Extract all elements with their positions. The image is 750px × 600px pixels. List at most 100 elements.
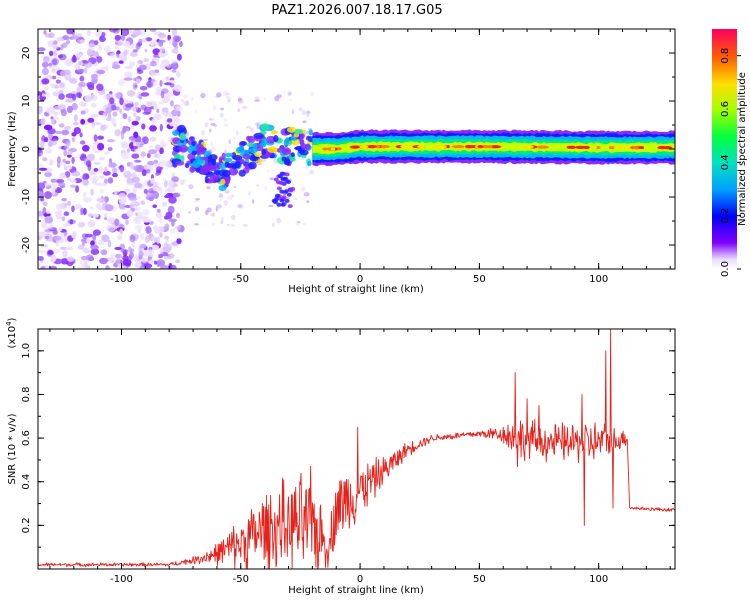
noise-blob [120,141,129,149]
noise-blob [49,265,58,269]
noise-blob [70,184,76,188]
noise-blob [256,123,260,129]
noise-blob [153,191,159,200]
noise-blob [158,253,164,259]
hot-spot [438,145,448,149]
noise-blob [44,86,49,91]
noise-blob [45,147,53,154]
colorbar: 0.0 0.2 0.4 0.6 0.8 Normalized spectral ampl… [712,29,748,277]
noise-blob [246,125,251,129]
noise-blob [167,205,175,214]
ridge-blob [267,146,277,153]
noise-blob [40,118,46,125]
noise-blob [145,226,152,234]
noise-blob [59,226,63,232]
noise-blob [60,246,67,250]
noise-blob [149,259,154,264]
x-tick-label: 50 [473,574,486,585]
noise-blob [220,107,224,111]
noise-blob [131,146,139,150]
noise-blob [62,35,70,41]
noise-blob [171,176,180,183]
noise-blob [42,61,49,68]
noise-blob [163,180,168,188]
colorbar-tick-label: 0.6 [720,101,731,117]
noise-blob [121,152,130,160]
noise-blob [69,77,78,84]
noise-blob [77,244,85,250]
noise-blob [50,254,57,262]
noise-blob [117,234,123,241]
hot-spot [639,146,644,150]
noise-blob [74,204,82,209]
noise-blob [164,223,170,232]
noise-blob [136,196,141,200]
noise-blob [99,257,108,265]
noise-blob [118,78,126,86]
noise-blob [114,44,120,50]
noise-blob [142,250,149,257]
noise-blob [171,109,179,117]
snr-ticks: -100 -50 0 50 100 0.2 0.4 0.6 0.8 1.0 [21,328,675,585]
noise-blob [172,192,181,198]
noise-blob [58,54,63,59]
noise-blob [67,256,74,262]
noise-blob [176,238,182,245]
noise-blob [88,213,93,217]
colorbar-tick-label: 0.0 [720,261,731,277]
x-tick-label: -100 [110,574,133,585]
noise-blob [180,179,187,182]
noise-blob [96,69,106,75]
noise-blob [84,233,93,238]
noise-blob [175,225,182,230]
noise-blob [86,237,90,244]
ridge-blob [294,128,303,135]
noise-blob [38,256,44,261]
noise-blob [41,221,47,229]
noise-blob [99,36,106,42]
noise-blob [130,124,135,129]
hot-spot [477,145,484,149]
noise-blob [164,235,170,240]
noise-blob [155,86,162,93]
noise-blob [64,72,72,81]
noise-blob [139,85,148,91]
noise-blob [71,136,76,143]
ridge-blob [240,141,247,146]
noise-blob [171,59,176,65]
noise-blob [165,76,169,81]
hot-spot [331,147,335,151]
noise-blob [294,197,298,200]
noise-blob [52,235,62,241]
noise-blob [147,249,154,257]
noise-blob [164,194,171,199]
noise-blob [41,67,49,76]
noise-blob [133,112,137,117]
noise-blob [114,218,120,226]
noise-blob [140,92,150,97]
noise-blob [132,186,137,195]
noise-blob [75,185,80,193]
ridge-blob [286,180,291,184]
noise-blob [73,114,78,122]
noise-blob [134,159,142,163]
noise-blob [223,123,229,127]
noise-blob [44,92,50,99]
colorbar-tick-label: 0.8 [720,48,731,64]
noise-blob [131,120,139,126]
ridge-blob [253,132,264,139]
hot-spot [616,146,625,150]
noise-blob [164,188,171,193]
noise-blob [153,159,158,164]
noise-blob [92,213,99,218]
noise-blob [64,144,69,150]
noise-blob [66,105,73,114]
ridge-blob [259,142,267,148]
noise-blob [116,38,124,47]
noise-blob [93,162,101,165]
ridge-blob [228,168,238,176]
noise-blob [78,81,86,88]
noise-blob [157,152,161,160]
ridge-blob [284,157,291,165]
noise-blob [135,141,141,147]
